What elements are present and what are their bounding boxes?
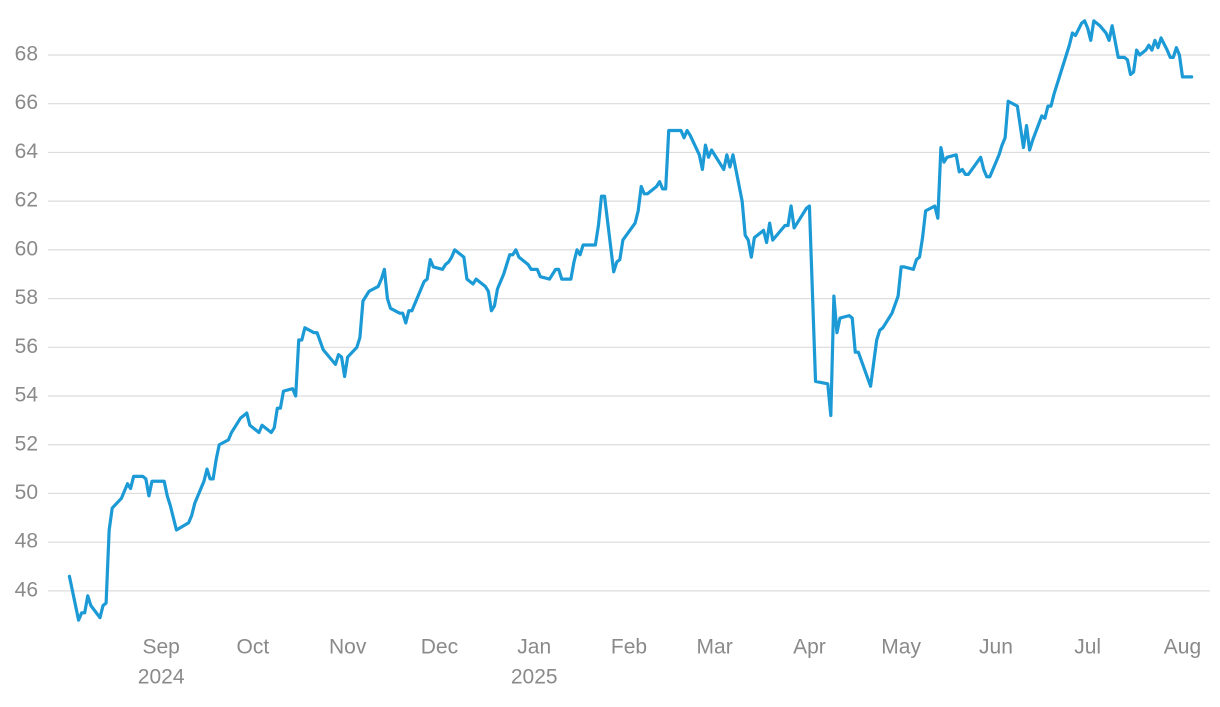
x-tick-label: Jan: [517, 636, 551, 659]
x-tick-label: Mar: [697, 636, 733, 659]
y-tick-label: 54: [15, 384, 39, 407]
x-tick-label: Dec: [421, 636, 458, 659]
y-tick-label: 56: [15, 335, 38, 358]
x-year-label: 2024: [138, 666, 185, 689]
x-tick-label: Feb: [611, 636, 647, 659]
x-tick-label: Aug: [1164, 636, 1201, 659]
x-tick-label: Apr: [793, 636, 826, 659]
y-tick-label: 60: [15, 237, 38, 260]
y-tick-label: 62: [15, 189, 38, 212]
x-tick-label: Sep: [142, 636, 179, 659]
x-tick-label: May: [881, 636, 921, 659]
x-tick-label: Nov: [329, 636, 367, 659]
y-tick-label: 50: [15, 481, 38, 504]
y-tick-label: 52: [15, 432, 38, 455]
y-tick-label: 48: [15, 530, 38, 553]
x-tick-label: Oct: [237, 636, 270, 659]
x-tick-label: Jun: [979, 636, 1013, 659]
y-tick-label: 64: [15, 140, 39, 163]
y-tick-label: 46: [15, 578, 38, 601]
y-tick-label: 66: [15, 91, 38, 114]
y-tick-label: 68: [15, 43, 38, 66]
y-tick-label: 58: [15, 286, 38, 309]
x-tick-label: Jul: [1074, 636, 1101, 659]
data-line: [67, 19, 1194, 622]
x-year-label: 2025: [511, 666, 558, 689]
